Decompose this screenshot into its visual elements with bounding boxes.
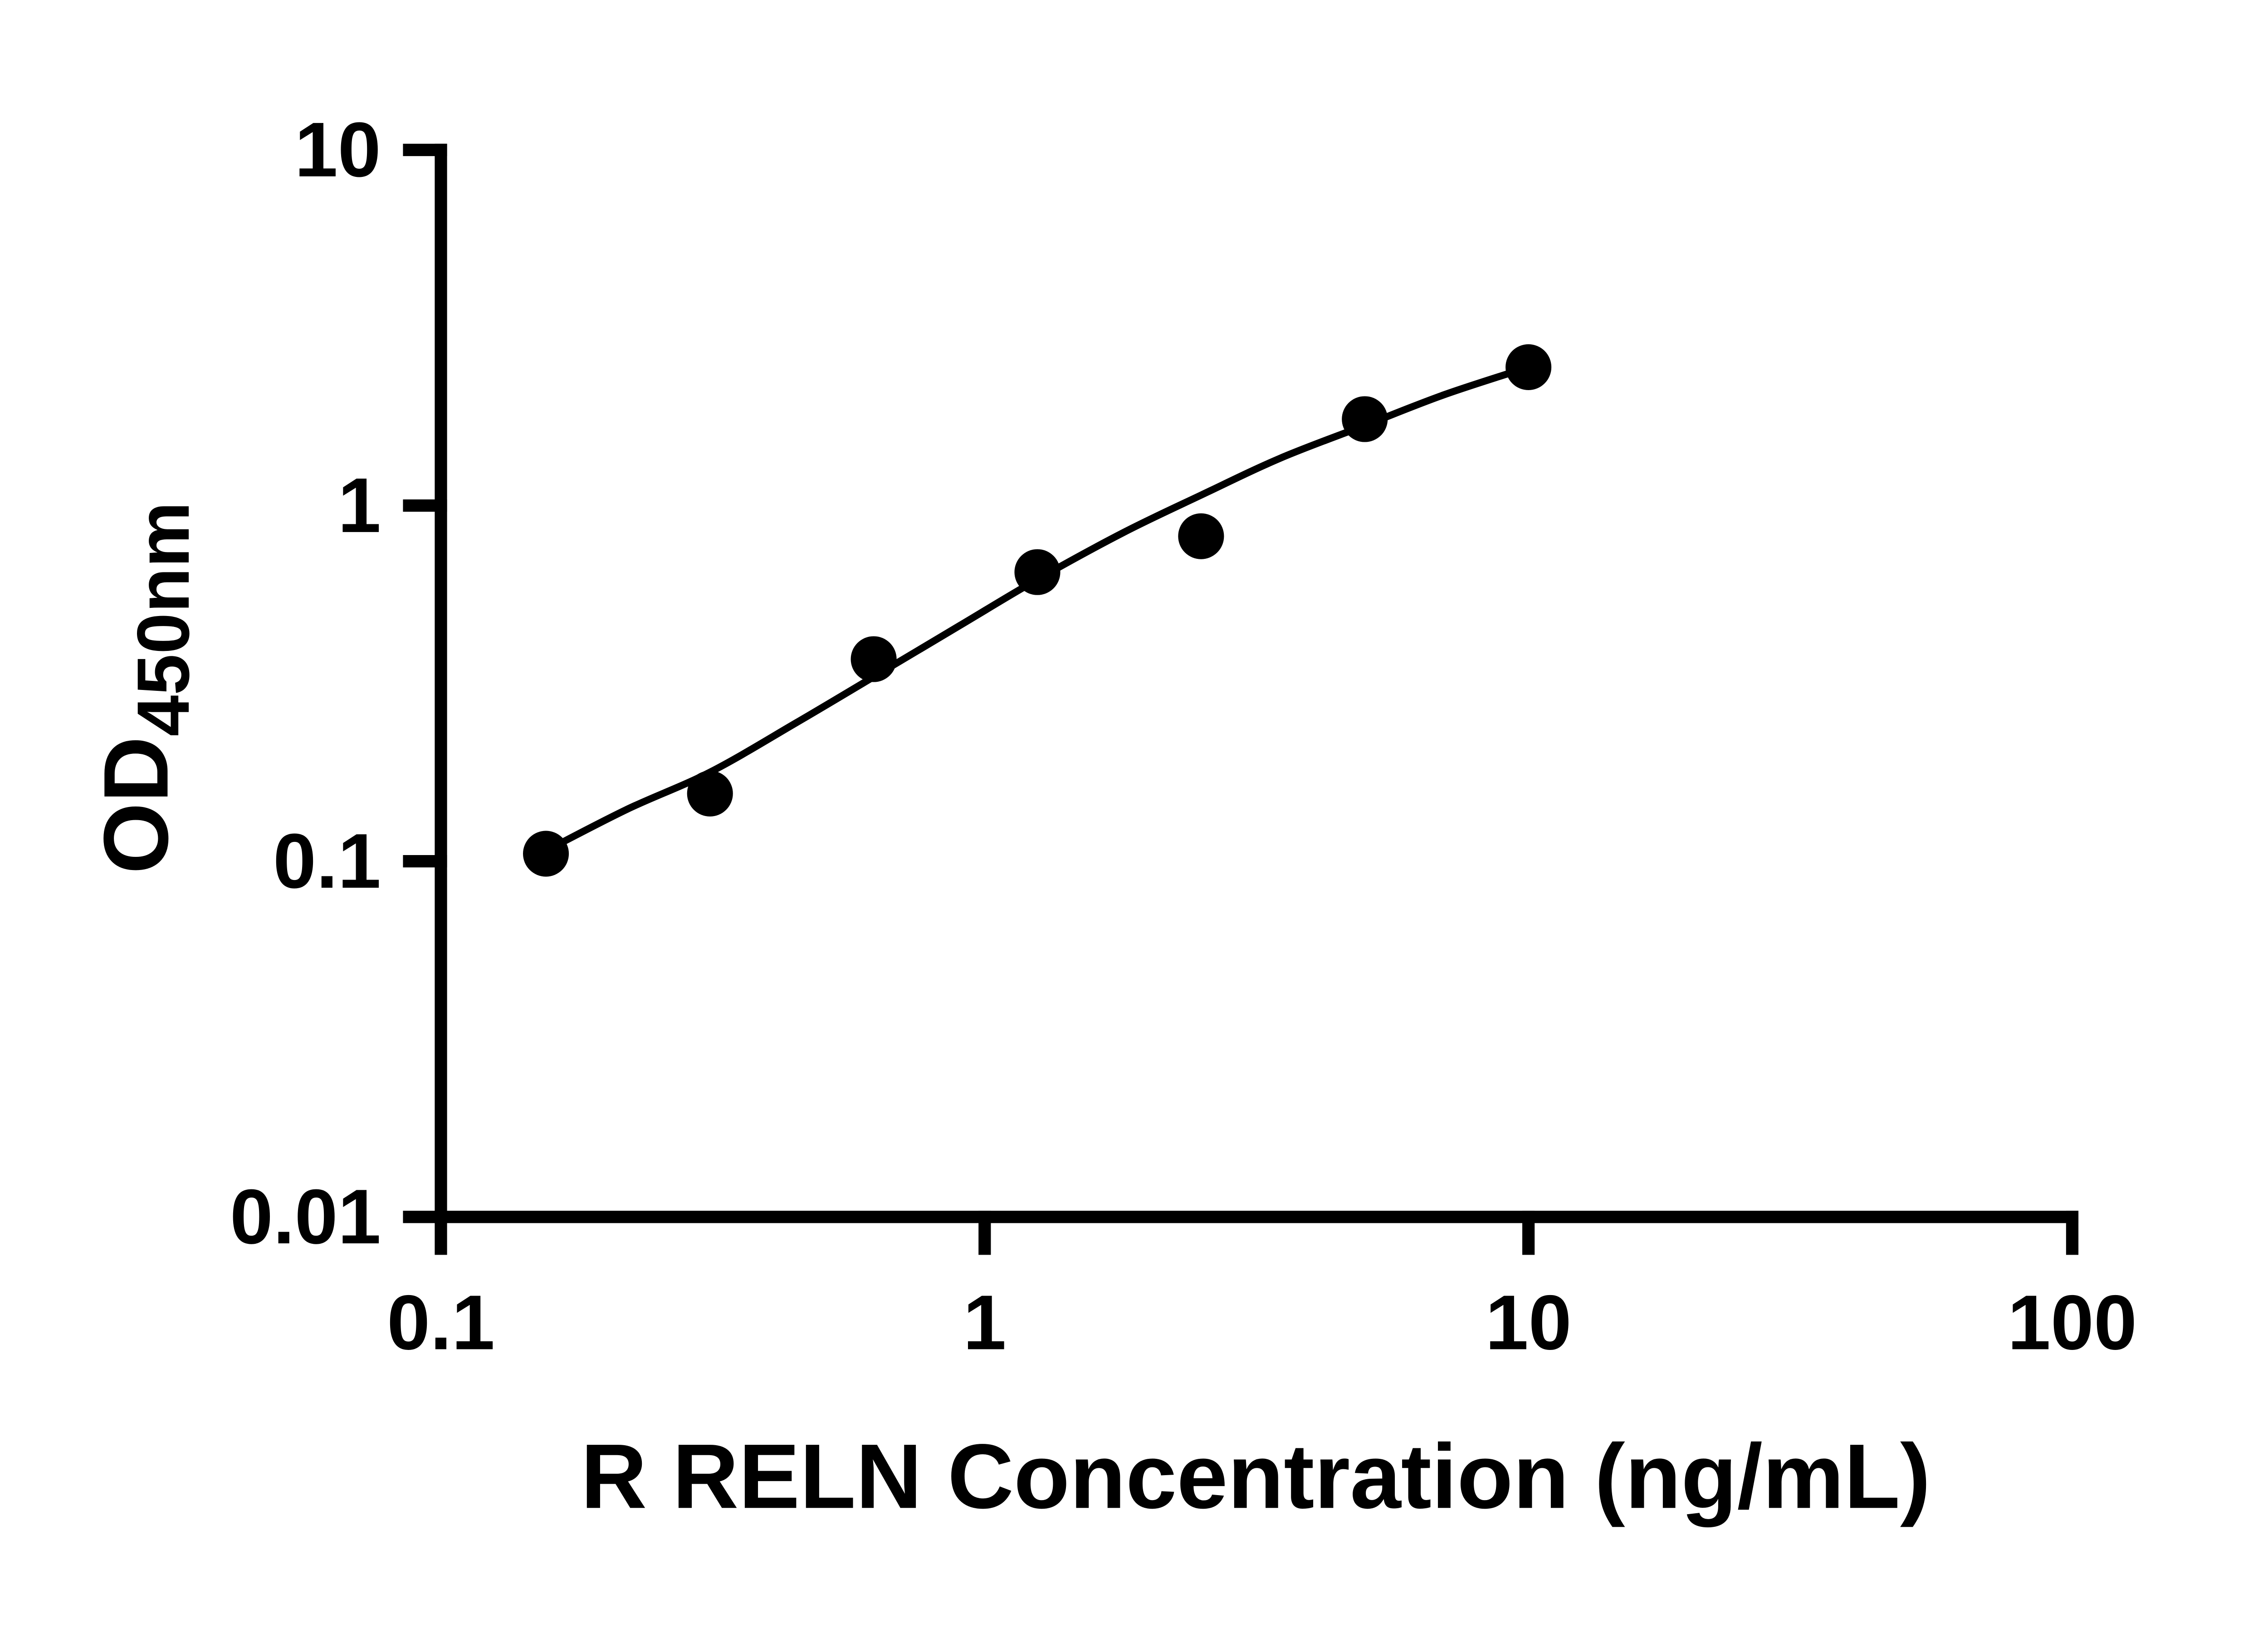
data-point: [1014, 549, 1061, 595]
data-point: [523, 831, 569, 877]
y-axis-title: OD450nm: [84, 502, 205, 874]
x-axis-title: R RELN Concentration (ng/mL): [581, 1425, 1931, 1527]
y-tick-label: 0.1: [273, 818, 381, 905]
elisa-standard-curve-chart: 0.1 1 10 100 0.01 0.1 1 10 R RELN Concentration…: [84, 106, 2137, 1528]
y-tick-label: 10: [295, 107, 381, 193]
y-axis-title-base: OD: [84, 736, 187, 874]
y-axis-title-subscript: 450nm: [122, 502, 205, 736]
y-tick-label: 1: [338, 462, 381, 549]
data-point: [687, 770, 733, 816]
data-point: [1342, 396, 1388, 442]
data-point: [1505, 344, 1552, 390]
y-tick-label: 0.01: [230, 1173, 381, 1260]
data-point: [1178, 513, 1224, 559]
x-tick-label: 100: [2008, 1279, 2137, 1366]
data-point: [850, 636, 897, 682]
x-tick-label: 1: [963, 1279, 1006, 1366]
x-tick-label: 10: [1485, 1279, 1571, 1366]
x-tick-label: 0.1: [387, 1279, 495, 1366]
